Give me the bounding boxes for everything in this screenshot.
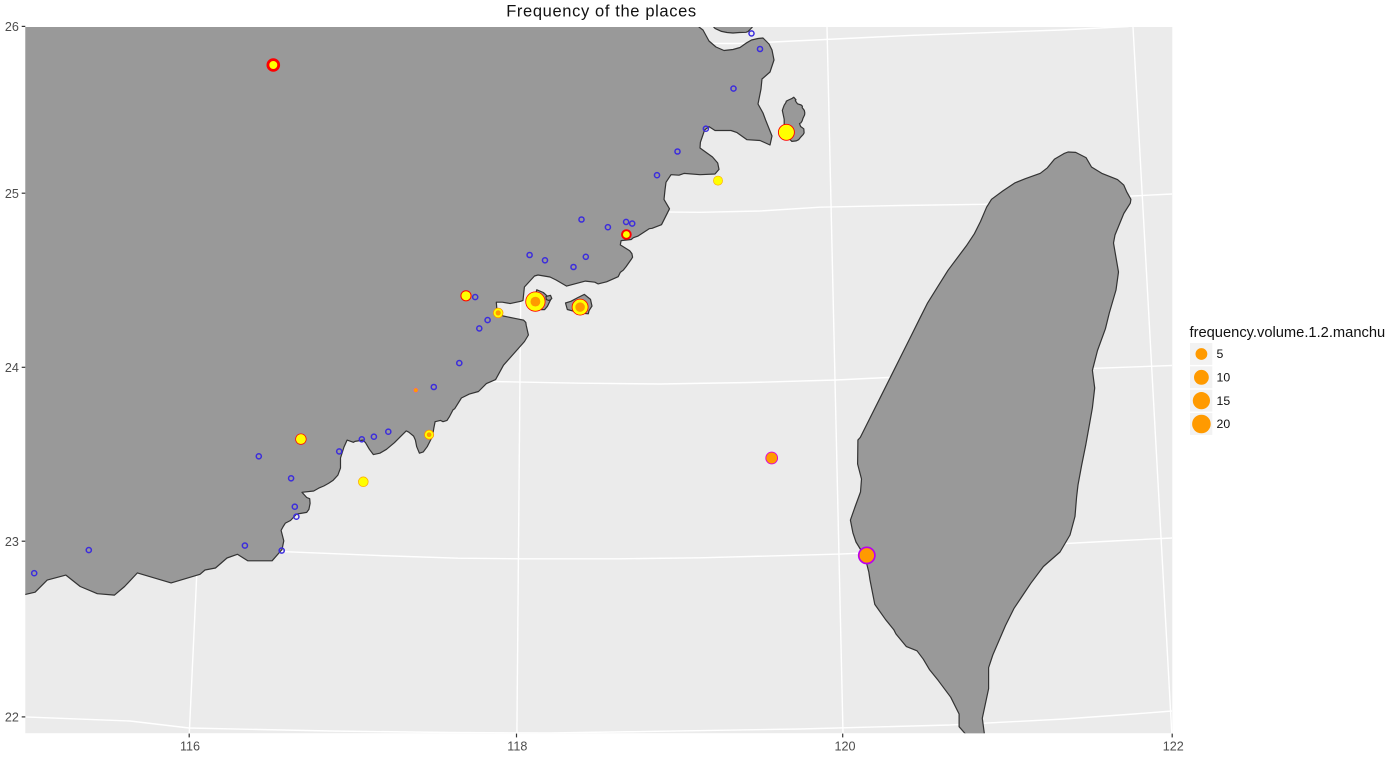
svg-text:10: 10 <box>1217 371 1231 385</box>
svg-text:26: 26 <box>5 20 19 34</box>
svg-text:Frequency of the places: Frequency of the places <box>506 3 697 21</box>
svg-text:25: 25 <box>5 187 19 201</box>
svg-text:23: 23 <box>5 535 19 549</box>
svg-text:frequency.volume.1.2.manchu: frequency.volume.1.2.manchu <box>1190 325 1386 341</box>
svg-text:20: 20 <box>1217 417 1231 431</box>
svg-text:22: 22 <box>5 711 19 725</box>
svg-text:24: 24 <box>5 361 19 375</box>
svg-text:122: 122 <box>1163 740 1184 754</box>
svg-text:118: 118 <box>507 740 527 754</box>
svg-text:120: 120 <box>834 740 855 754</box>
svg-text:15: 15 <box>1217 394 1231 408</box>
svg-text:5: 5 <box>1217 347 1224 361</box>
svg-text:116: 116 <box>180 740 200 754</box>
